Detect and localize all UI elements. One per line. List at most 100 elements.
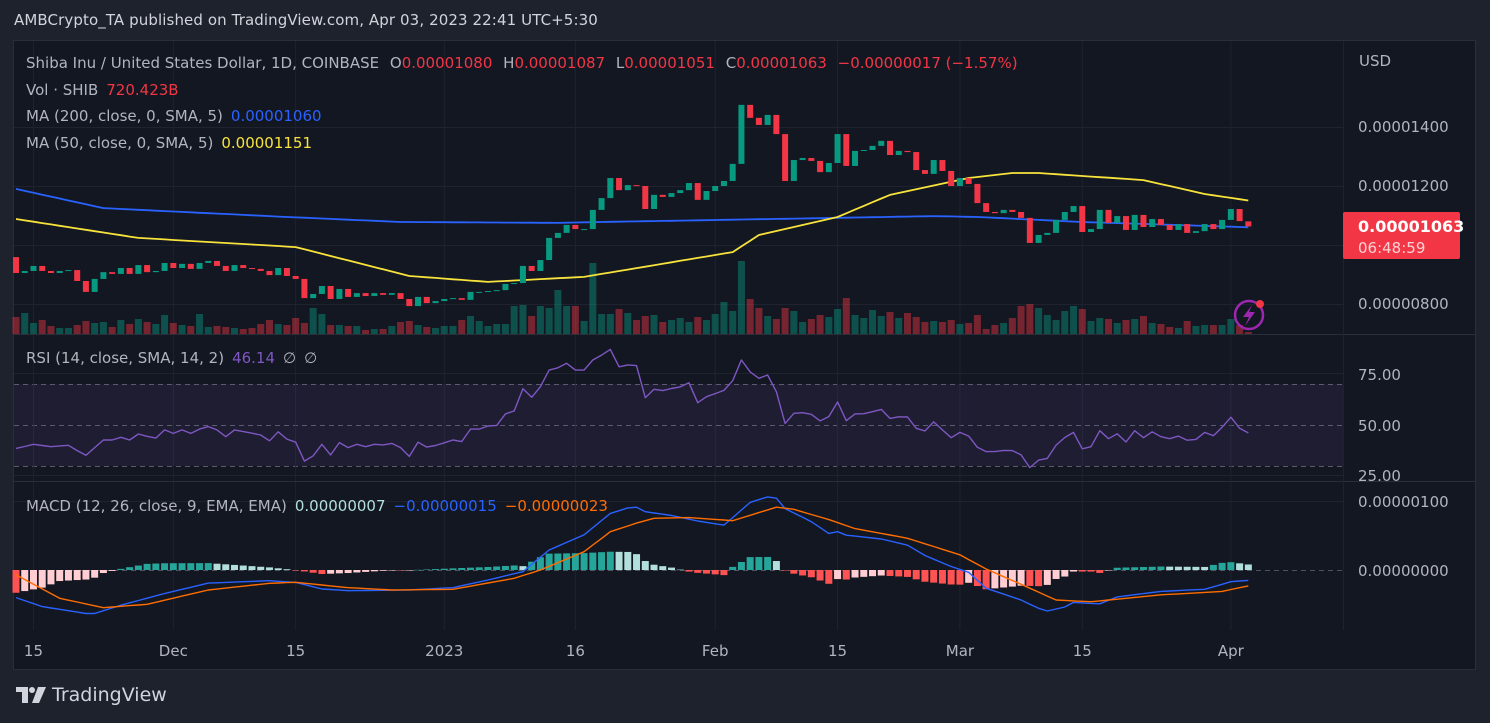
macd-histogram-bar (1148, 566, 1156, 570)
macd-histogram-bar (895, 570, 903, 577)
macd-hist-value: 0.00000007 (295, 497, 386, 515)
volume-bar (161, 315, 169, 334)
macd-histogram-bar (257, 566, 265, 570)
candle (214, 260, 221, 266)
signal-line (15, 506, 1249, 609)
candle (493, 290, 500, 292)
volume-bar (641, 316, 649, 334)
volume-bar (764, 316, 772, 334)
macd-histogram-bar (292, 570, 300, 571)
candle (790, 160, 797, 181)
candle (1175, 224, 1182, 230)
volume-bar (265, 320, 273, 334)
volume-bar (580, 321, 588, 334)
legend-macd: MACD (12, 26, close, 9, EMA, EMA) 0.00000… (26, 497, 608, 515)
candle (1227, 209, 1234, 220)
volume-bar (755, 308, 763, 334)
tradingview-logo: TradingView (16, 684, 167, 706)
volume-bar (1227, 319, 1235, 334)
volume-bar (1244, 331, 1252, 334)
volume-bar (196, 314, 204, 334)
candle (1184, 224, 1191, 233)
price-tick: 0.00001200 (1358, 177, 1449, 195)
time-axis-label: 15 (1073, 642, 1092, 660)
candle (983, 203, 990, 212)
macd-histogram-bar (248, 566, 256, 570)
macd-histogram-bar (834, 570, 842, 580)
macd-histogram-bar (528, 561, 536, 570)
lightning-bolt-icon[interactable] (1233, 299, 1265, 331)
candle (82, 280, 89, 292)
volume-bar (117, 320, 125, 334)
macd-histogram-bar (1096, 570, 1104, 573)
volume-bar (528, 316, 536, 334)
macd-histogram-bar (1157, 566, 1165, 570)
candle (703, 191, 710, 200)
volume-bar (1139, 316, 1147, 334)
candle (170, 262, 177, 269)
macd-histogram-bar (64, 570, 72, 581)
macd-histogram-bar (134, 565, 142, 570)
macd-histogram-bar (169, 563, 177, 570)
macd-histogram-bar (283, 569, 291, 570)
time-axis-label: 2023 (425, 642, 463, 660)
volume-bar (746, 299, 754, 334)
macd-histogram-bar (877, 570, 885, 576)
volume-bar (484, 326, 492, 334)
candle (205, 260, 212, 263)
macd-histogram-bar (938, 570, 946, 584)
macd-histogram-bar (1026, 570, 1034, 586)
candle (913, 152, 920, 171)
close-value: 0.00001063 (736, 54, 827, 72)
macd-histogram-bar (1070, 570, 1078, 572)
macd-histogram-bar (29, 570, 37, 590)
volume-bar (300, 323, 308, 334)
candle (484, 291, 491, 293)
candle (834, 134, 841, 163)
macd-histogram-bar (580, 553, 588, 570)
volume-bar (1000, 323, 1008, 334)
candle (196, 262, 203, 269)
volume-bar (493, 324, 501, 334)
macd-histogram-bar (99, 570, 107, 574)
volume-bar (1043, 315, 1051, 334)
volume-bar (1105, 319, 1112, 334)
volume-bar (370, 329, 378, 334)
candle-countdown: 06:48:59 (1358, 239, 1425, 257)
candle (1149, 219, 1156, 228)
macd-histogram-bar (318, 570, 326, 575)
volume-bar (930, 321, 938, 334)
macd-histogram-bar (1105, 570, 1112, 571)
candle (1044, 232, 1051, 235)
candle (974, 183, 981, 204)
volume-bar (554, 290, 562, 334)
macd-histogram-bar (117, 568, 125, 570)
macd-histogram-bar (676, 569, 684, 571)
macd-histogram-bar (484, 566, 492, 570)
macd-histogram-bar (869, 570, 877, 577)
volume-bar (510, 306, 518, 334)
macd-histogram-bar (947, 570, 955, 585)
candle (511, 283, 518, 285)
candle (91, 278, 98, 292)
time-axis[interactable]: 15 Dec 15 2023 16 Feb 15 Mar 15 Apr (24, 642, 1245, 660)
macd-histogram-bar (222, 564, 230, 570)
volume-bar (82, 321, 90, 334)
time-axis-label: 15 (286, 642, 305, 660)
macd-histogram-bar (143, 563, 151, 570)
candle (651, 194, 658, 210)
volume-bar (152, 324, 160, 334)
candle (991, 211, 998, 214)
macd-histogram-bar (615, 551, 623, 570)
candle (598, 198, 605, 210)
volume-bar (475, 321, 483, 334)
volume-bar (248, 328, 256, 334)
macd-histogram-bar (12, 570, 20, 593)
candle (144, 265, 151, 273)
candle (432, 301, 439, 304)
candle (126, 268, 133, 274)
macd-histogram-bar (781, 570, 789, 571)
volume-bar (327, 325, 335, 334)
macd-histogram-bar (379, 570, 387, 571)
